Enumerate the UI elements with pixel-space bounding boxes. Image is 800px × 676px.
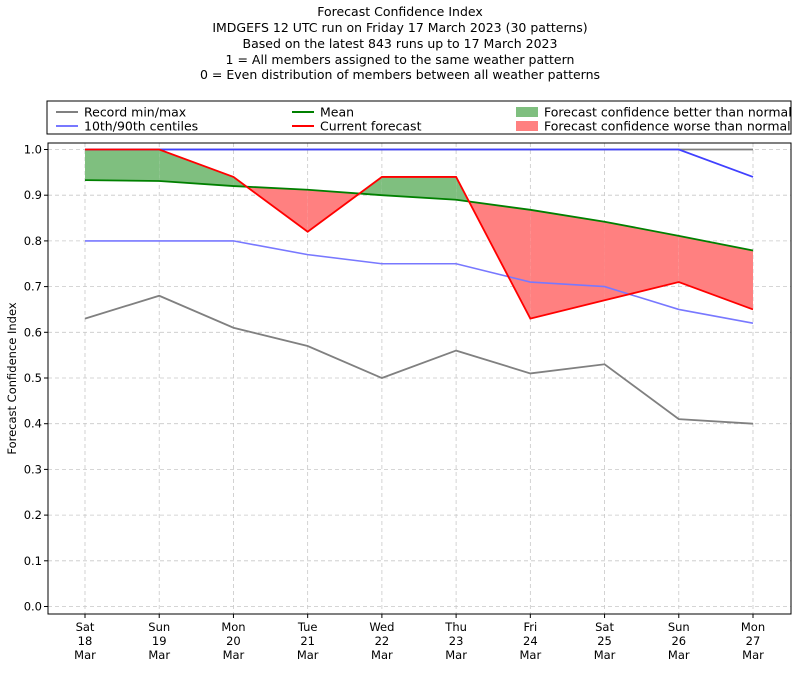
y-tick-label: 1.0 — [24, 143, 42, 157]
legend-label: Current forecast — [320, 119, 422, 134]
x-tick-label: 24 — [523, 634, 538, 648]
chart-title-line-4: 1 = All members assigned to the same wea… — [225, 52, 575, 67]
x-tick-label: 27 — [746, 634, 761, 648]
legend-label: 10th/90th centiles — [84, 119, 198, 134]
x-tick-label: Sun — [668, 620, 690, 634]
y-tick-label: 0.8 — [24, 234, 42, 248]
x-tick-label: 18 — [78, 634, 93, 648]
x-tick-label: 19 — [152, 634, 167, 648]
y-tick-label: 0.5 — [24, 371, 42, 385]
x-tick-label: Mar — [668, 648, 690, 662]
y-tick-label: 0.6 — [24, 325, 42, 339]
chart-title-line-5: 0 = Even distribution of members between… — [199, 67, 601, 82]
x-tick-label: 20 — [226, 634, 241, 648]
x-tick-label: 26 — [671, 634, 686, 648]
series-line-record-min — [84, 294, 754, 425]
chart-title-line-1: Forecast Confidence Index — [317, 4, 483, 19]
x-tick-label: Mon — [741, 620, 765, 634]
x-tick-label: Mar — [445, 648, 467, 662]
y-tick-label: 0.9 — [24, 188, 42, 202]
series-line-current — [85, 148, 754, 320]
y-tick-label: 0.3 — [24, 462, 42, 476]
x-tick-label: Sat — [76, 620, 95, 634]
x-tick-label: Mar — [742, 648, 764, 662]
x-tick-label: Mar — [74, 648, 96, 662]
x-tick-label: 21 — [300, 634, 315, 648]
series-line-mean — [84, 179, 754, 252]
x-tick-label: Mar — [297, 648, 319, 662]
worse-fill-segment — [604, 221, 679, 301]
legend-label: Mean — [320, 105, 354, 120]
legend-label: Record min/max — [84, 105, 186, 120]
worse-fill-segment — [678, 235, 753, 310]
x-tick-label: 25 — [597, 634, 612, 648]
x-tick-label: Tue — [297, 620, 318, 634]
series-line-p10 — [85, 240, 754, 324]
x-tick-label: 23 — [449, 634, 464, 648]
fill-layer — [85, 149, 753, 319]
better-fill-segment — [85, 149, 160, 182]
x-tick-label: Fri — [523, 620, 537, 634]
y-tick-label: 0.4 — [24, 417, 42, 431]
chart-title-line-3: Based on the latest 843 runs up to 17 Ma… — [242, 36, 558, 51]
x-tick-label: Mar — [371, 648, 393, 662]
legend-label: Forecast confidence better than normal — [544, 105, 792, 120]
x-tick-label: Mon — [221, 620, 245, 634]
x-tick-label: Thu — [444, 620, 467, 634]
chart-title-line-2: IMDGEFS 12 UTC run on Friday 17 March 20… — [212, 20, 588, 35]
x-tick-label: Mar — [223, 648, 245, 662]
x-tick-label: Mar — [594, 648, 616, 662]
y-tick-label: 0.2 — [24, 508, 42, 522]
legend-swatch-patch — [516, 121, 538, 131]
series-layer — [84, 148, 754, 425]
better-fill-segment — [159, 149, 234, 187]
x-tick-label: Sat — [595, 620, 614, 634]
series-line-p90 — [85, 148, 754, 178]
y-tick-label: 0.7 — [24, 280, 42, 294]
plot-area — [48, 143, 791, 614]
legend-label: Forecast confidence worse than normal — [544, 119, 791, 134]
x-tick-label: 22 — [375, 634, 390, 648]
y-axis-label: Forecast Confidence Index — [5, 302, 19, 454]
x-tick-label: Sun — [148, 620, 170, 634]
x-tick-label: Wed — [369, 620, 394, 634]
legend-box — [46, 100, 792, 135]
better-fill-segment — [381, 176, 457, 200]
y-tick-label: 0.1 — [24, 554, 42, 568]
x-tick-label: Mar — [519, 648, 541, 662]
worse-fill-segment — [530, 209, 605, 319]
y-tick-label: 0.0 — [24, 600, 42, 614]
x-tick-label: Mar — [148, 648, 170, 662]
legend-swatch-patch — [516, 107, 538, 117]
